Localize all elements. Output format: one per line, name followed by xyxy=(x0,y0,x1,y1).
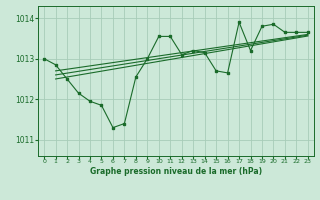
X-axis label: Graphe pression niveau de la mer (hPa): Graphe pression niveau de la mer (hPa) xyxy=(90,167,262,176)
